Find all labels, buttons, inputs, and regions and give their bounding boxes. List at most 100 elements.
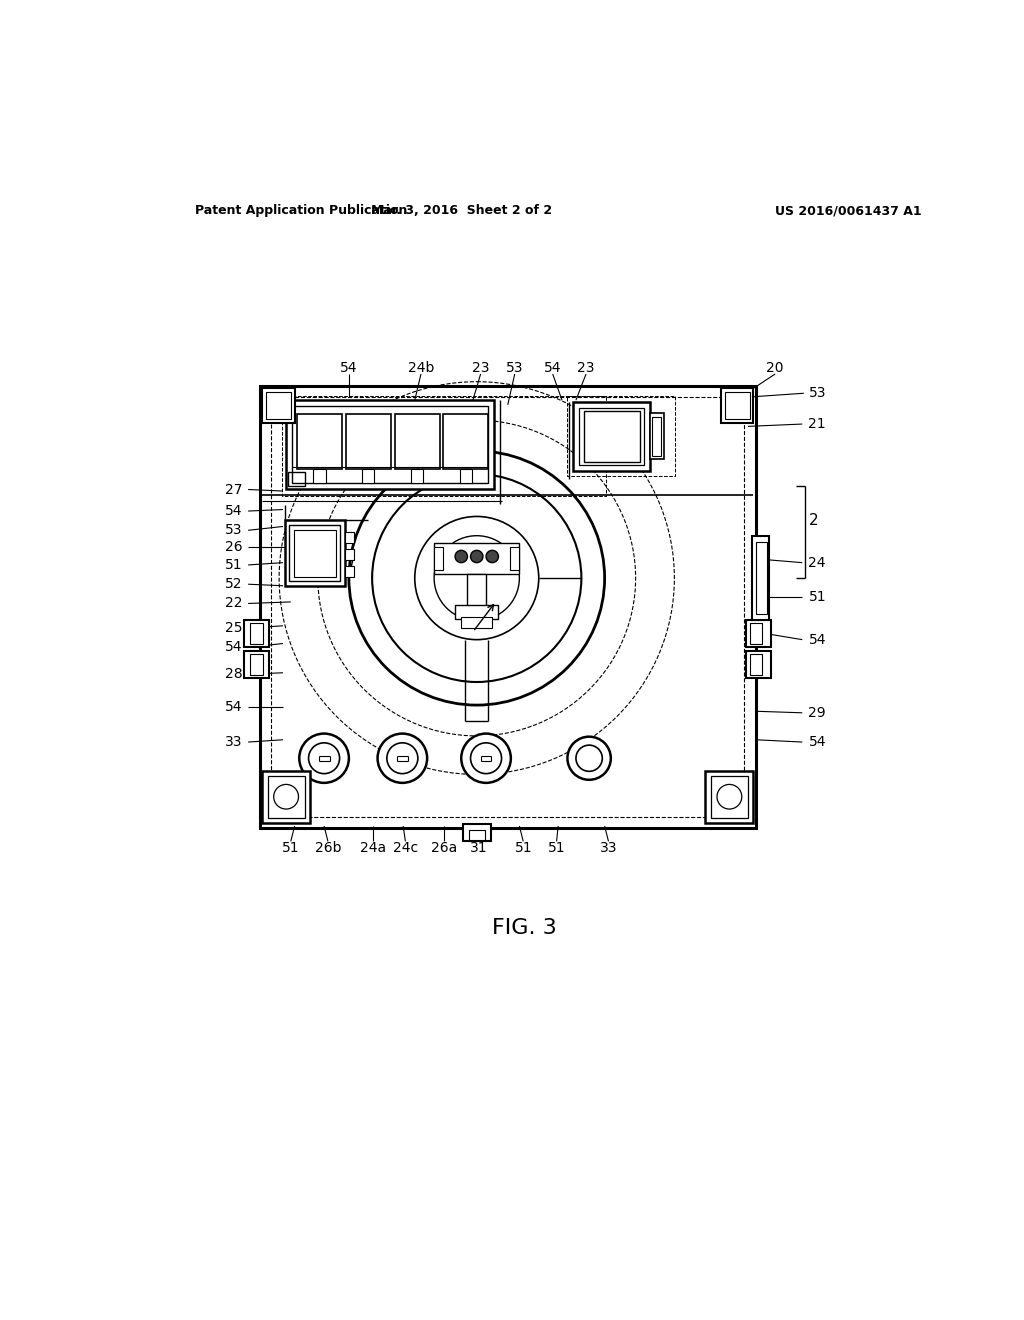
Circle shape bbox=[273, 784, 299, 809]
Circle shape bbox=[299, 734, 349, 783]
Bar bbox=[271, 397, 744, 817]
Bar bbox=[286, 400, 494, 488]
Text: 51: 51 bbox=[225, 558, 243, 572]
Bar bbox=[313, 469, 326, 483]
Bar bbox=[746, 620, 771, 647]
Bar bbox=[750, 623, 762, 644]
Bar bbox=[260, 385, 756, 829]
Bar bbox=[756, 543, 767, 614]
Text: 27: 27 bbox=[225, 483, 243, 496]
Text: 53: 53 bbox=[809, 387, 826, 400]
Text: 2: 2 bbox=[809, 512, 818, 528]
Text: 53: 53 bbox=[506, 360, 523, 375]
Circle shape bbox=[567, 737, 611, 780]
Bar bbox=[262, 388, 295, 422]
Text: Patent Application Publication: Patent Application Publication bbox=[196, 205, 408, 218]
Bar bbox=[267, 776, 305, 817]
Text: 54: 54 bbox=[340, 360, 357, 375]
Bar bbox=[297, 414, 342, 470]
Circle shape bbox=[461, 734, 511, 783]
Bar bbox=[245, 620, 269, 647]
Text: 20: 20 bbox=[766, 360, 784, 375]
Bar bbox=[362, 469, 375, 483]
Bar bbox=[288, 471, 305, 486]
Bar bbox=[251, 655, 263, 675]
Text: 26a: 26a bbox=[431, 841, 458, 854]
Text: 28: 28 bbox=[225, 668, 243, 681]
Bar bbox=[434, 544, 519, 574]
Bar bbox=[469, 830, 484, 841]
Bar bbox=[455, 605, 499, 619]
Circle shape bbox=[471, 743, 502, 774]
Bar bbox=[394, 414, 439, 470]
Text: 21: 21 bbox=[809, 417, 826, 432]
Text: 53: 53 bbox=[225, 523, 243, 537]
Bar bbox=[461, 616, 493, 628]
Text: 23: 23 bbox=[472, 360, 489, 375]
Bar bbox=[460, 469, 472, 483]
Text: 23: 23 bbox=[578, 360, 595, 375]
Bar bbox=[579, 408, 644, 465]
Text: Mar. 3, 2016  Sheet 2 of 2: Mar. 3, 2016 Sheet 2 of 2 bbox=[371, 205, 552, 218]
Text: 26: 26 bbox=[225, 540, 243, 554]
Bar bbox=[289, 525, 340, 581]
Text: 51: 51 bbox=[548, 841, 565, 854]
Circle shape bbox=[717, 784, 741, 809]
Text: 29: 29 bbox=[809, 706, 826, 719]
Bar bbox=[467, 574, 486, 609]
Text: 51: 51 bbox=[809, 590, 826, 605]
Text: FIG. 3: FIG. 3 bbox=[493, 919, 557, 939]
Bar bbox=[584, 411, 640, 462]
Circle shape bbox=[378, 734, 427, 783]
Text: 33: 33 bbox=[600, 841, 617, 854]
Bar bbox=[251, 623, 263, 644]
Text: 54: 54 bbox=[225, 504, 243, 517]
Bar bbox=[510, 548, 519, 570]
Text: 54: 54 bbox=[225, 700, 243, 714]
Bar bbox=[245, 651, 269, 678]
Bar bbox=[752, 536, 769, 620]
Text: 51: 51 bbox=[282, 841, 300, 854]
Circle shape bbox=[308, 743, 340, 774]
Bar bbox=[294, 529, 336, 577]
Text: 54: 54 bbox=[225, 640, 243, 655]
Text: 24c: 24c bbox=[393, 841, 418, 854]
Bar bbox=[706, 771, 754, 822]
Bar bbox=[443, 414, 488, 470]
Text: 22: 22 bbox=[225, 597, 243, 610]
Bar bbox=[650, 413, 665, 459]
Bar bbox=[725, 392, 750, 418]
Text: 25: 25 bbox=[225, 622, 243, 635]
Circle shape bbox=[471, 550, 483, 562]
Circle shape bbox=[387, 743, 418, 774]
Text: 54: 54 bbox=[544, 360, 561, 375]
Circle shape bbox=[486, 550, 499, 562]
Bar bbox=[463, 825, 490, 841]
Bar bbox=[345, 532, 354, 544]
Text: US 2016/0061437 A1: US 2016/0061437 A1 bbox=[775, 205, 922, 218]
Bar bbox=[711, 776, 748, 817]
Text: 54: 54 bbox=[809, 735, 826, 748]
Text: 52: 52 bbox=[225, 577, 243, 591]
Bar bbox=[746, 651, 771, 678]
Text: 54: 54 bbox=[809, 632, 826, 647]
Text: 24: 24 bbox=[809, 556, 826, 570]
Text: 33: 33 bbox=[225, 735, 243, 748]
Text: 31: 31 bbox=[470, 841, 487, 854]
Bar bbox=[345, 549, 354, 560]
Bar bbox=[262, 771, 310, 822]
Bar bbox=[411, 469, 423, 483]
Bar bbox=[721, 388, 754, 422]
Bar bbox=[652, 417, 662, 455]
Text: 26b: 26b bbox=[314, 841, 341, 854]
Text: 24a: 24a bbox=[359, 841, 386, 854]
Bar bbox=[292, 407, 487, 483]
Bar bbox=[285, 520, 345, 586]
Bar bbox=[434, 548, 443, 570]
Bar bbox=[266, 392, 291, 418]
Circle shape bbox=[455, 550, 467, 562]
Bar bbox=[346, 414, 391, 470]
Bar bbox=[566, 396, 675, 477]
Bar bbox=[345, 566, 354, 577]
Text: 24b: 24b bbox=[408, 360, 434, 375]
